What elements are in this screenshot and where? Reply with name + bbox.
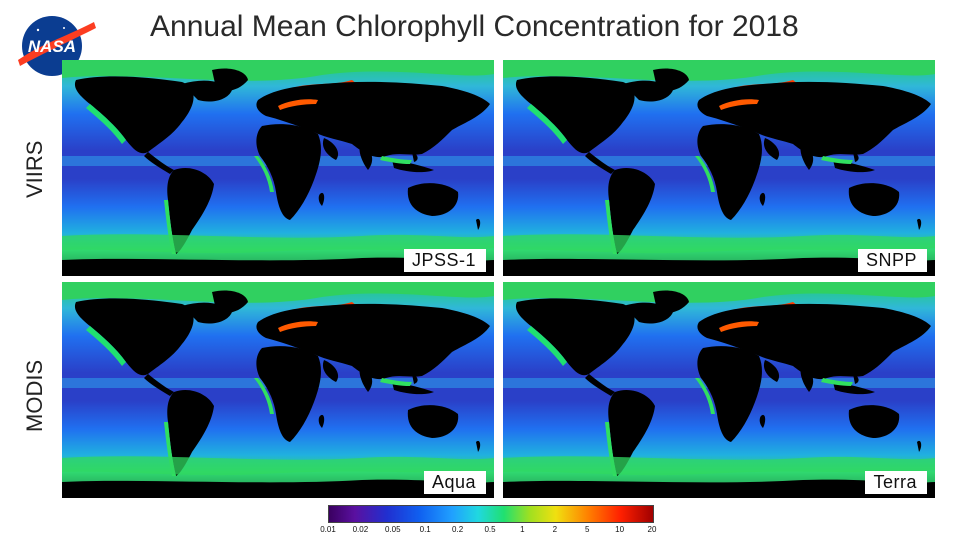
- colorbar-tick-label: 0.5: [484, 525, 496, 534]
- map-panel-terra: Terra: [503, 282, 935, 498]
- colorbar-tick-label: 0.2: [452, 525, 464, 534]
- page-title: Annual Mean Chlorophyll Concentration fo…: [150, 10, 799, 43]
- panel-label-terra: Terra: [865, 471, 927, 494]
- panel-label-jpss1: JPSS-1: [403, 249, 486, 272]
- colorbar-tick-label: 20: [647, 525, 657, 534]
- nasa-logo: NASA: [8, 8, 98, 80]
- colorbar-tick-label: 5: [584, 525, 590, 534]
- chlorophyll-map-image: [62, 282, 494, 498]
- row-label-modis: MODIS: [22, 359, 47, 432]
- map-panel-jpss1: JPSS-1: [62, 60, 494, 276]
- nasa-logo-text: NASA: [28, 37, 76, 56]
- colorbar-tick-label: 0.05: [385, 525, 401, 534]
- colorbar-tick-label: 0.02: [352, 525, 369, 534]
- chlorophyll-map-image: [503, 282, 935, 498]
- map-panel-aqua: Aqua: [62, 282, 494, 498]
- map-panel-snpp: SNPP: [503, 60, 935, 276]
- panel-label-aqua: Aqua: [423, 471, 486, 494]
- colorbar-gradient: [328, 505, 654, 523]
- chlorophyll-map-image: [503, 60, 935, 276]
- chlorophyll-map-image: [62, 60, 494, 276]
- row-label-viirs: VIIRS: [22, 140, 47, 198]
- colorbar-legend: 0.01 0.02 0.05 0.1 0.2 0.5 1 2 5 10 20: [310, 505, 670, 537]
- colorbar-tick-label: 10: [615, 525, 625, 534]
- colorbar-tick-label: 0.01: [320, 525, 336, 534]
- colorbar-tick-label: 0.1: [419, 525, 431, 534]
- colorbar-tick-label: 2: [552, 525, 558, 534]
- panel-label-snpp: SNPP: [857, 249, 927, 272]
- colorbar-tick-label: 1: [520, 525, 525, 534]
